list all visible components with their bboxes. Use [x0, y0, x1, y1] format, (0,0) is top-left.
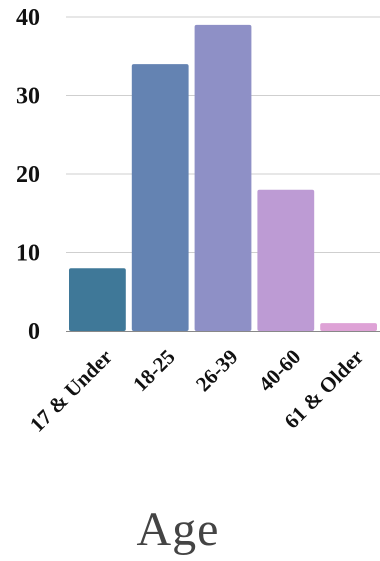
y-tick-label: 30: [16, 84, 40, 110]
x-tick-label: 17 & Under: [25, 345, 117, 437]
bar: [257, 189, 315, 331]
y-tick-label: 20: [16, 162, 40, 188]
y-tick-label: 40: [16, 5, 40, 31]
y-tick-label: 0: [28, 319, 40, 345]
y-tick-label: 10: [16, 241, 40, 267]
bar: [320, 323, 377, 331]
bars: [69, 24, 377, 331]
y-axis-ticks: 0 10 20 30 40: [16, 5, 40, 345]
bar: [131, 64, 189, 331]
x-tick-label: 40-60: [254, 345, 306, 397]
bar: [69, 268, 126, 331]
x-axis-title: Age: [137, 503, 220, 556]
bar: [194, 24, 252, 331]
x-tick-label: 18-25: [128, 345, 180, 397]
x-tick-label: 26-39: [191, 345, 243, 397]
